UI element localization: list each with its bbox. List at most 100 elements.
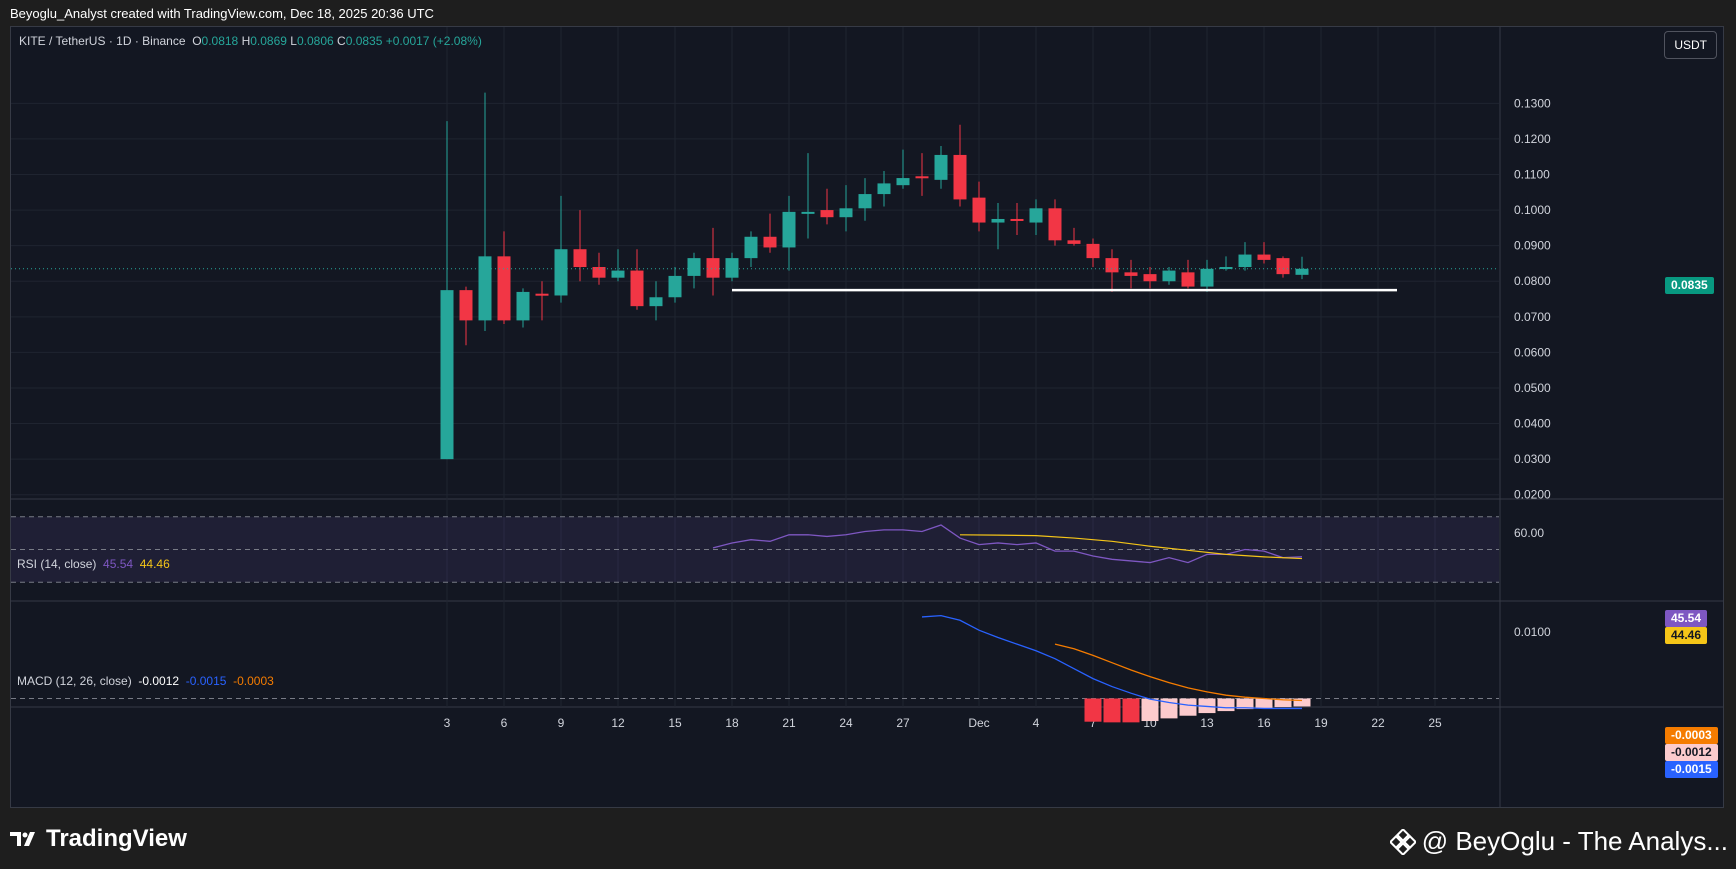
rsi-legend: RSI (14, close) 45.54 44.46: [17, 557, 170, 571]
rsi-ma-line: [959, 534, 1303, 560]
candle-body: [1219, 267, 1233, 270]
candle-body: [649, 297, 663, 307]
candle-body: [1105, 258, 1119, 273]
macd-line: [921, 614, 1302, 710]
time-axis-label: 3: [444, 716, 451, 730]
price-axis-label: 0.1000: [1514, 203, 1551, 217]
tradingview-logo-text: TradingView: [46, 825, 187, 852]
rsi-title[interactable]: RSI (14, close): [17, 557, 97, 571]
price-axis-label: 0.1100: [1514, 168, 1550, 182]
macd-histogram-bar: [1274, 698, 1292, 708]
candle-body: [972, 197, 986, 223]
candle-body: [877, 183, 891, 195]
macd-hist-tag: -0.0012: [1665, 744, 1718, 761]
candle-body: [611, 270, 625, 278]
macd-legend: MACD (12, 26, close) -0.0012 -0.0015 -0.…: [17, 674, 274, 688]
candle-body: [858, 194, 872, 209]
last-price-tag: 0.0835: [1665, 277, 1714, 294]
candle-body: [516, 291, 530, 321]
time-axis-label: 9: [558, 716, 565, 730]
rsi-value: 45.54: [103, 557, 134, 571]
macd-histogram-bar: [1236, 698, 1254, 710]
macd-histogram-bar: [1122, 698, 1140, 723]
high-value: 0.0869: [250, 34, 287, 48]
currency-button[interactable]: USDT: [1664, 31, 1717, 59]
chart-attribution: Beyoglu_Analyst created with TradingView…: [10, 6, 434, 21]
time-axis-label: 4: [1033, 716, 1040, 730]
low-value: 0.0806: [296, 34, 334, 48]
macd-line-value: -0.0015: [185, 674, 227, 688]
candle-body: [573, 249, 587, 268]
candle-body: [592, 267, 606, 278]
macd-histogram-bar: [1084, 698, 1102, 722]
price-axis-label: 0.0500: [1514, 381, 1551, 395]
high-label: H: [241, 34, 251, 48]
candle-body: [1029, 208, 1043, 223]
candle-body: [1143, 274, 1157, 282]
candle-body: [1086, 243, 1100, 259]
macd-hist-value: -0.0012: [138, 674, 180, 688]
chart-panel[interactable]: 0.1300 0.1200 0.1100 0.1000 0.0900 0.0800 0.07…: [10, 26, 1724, 808]
macd-histogram-bar: [1217, 698, 1235, 712]
candle-body: [801, 211, 815, 214]
candle-body: [1048, 208, 1062, 241]
candle-body: [915, 176, 929, 179]
time-axis-label: 15: [668, 716, 682, 730]
candle-body: [1257, 254, 1271, 260]
tradingview-logo[interactable]: TradingView: [10, 825, 187, 853]
candle-body: [1162, 270, 1176, 282]
candle-body: [535, 293, 549, 296]
time-axis-label: 19: [1314, 716, 1328, 730]
rsi-line: [712, 524, 1303, 564]
time-axis-label: 12: [611, 716, 625, 730]
symbol-title[interactable]: KITE / TetherUS · 1D · Binance: [19, 34, 186, 48]
close-label: C: [337, 34, 346, 48]
candle-body: [630, 270, 644, 307]
candle-body: [706, 258, 720, 278]
time-axis-label: 7: [1090, 716, 1097, 730]
candle-body: [497, 256, 511, 321]
candle-body: [839, 208, 853, 218]
candle-body: [820, 210, 834, 218]
macd-histogram-bar: [1103, 698, 1121, 723]
time-axis-label: 24: [839, 716, 853, 730]
time-axis-label: 22: [1371, 716, 1385, 730]
tradingview-logo-icon: [10, 832, 35, 846]
candle-body: [478, 256, 492, 321]
macd-histogram-bar: [1198, 698, 1216, 714]
price-axis-label: 0.0700: [1514, 310, 1551, 324]
time-axis-label: 6: [501, 716, 508, 730]
price-axis-label: 0.0200: [1514, 488, 1551, 502]
candle-body: [687, 258, 701, 276]
price-legend: KITE / TetherUS · 1D · Binance O0.0818 H…: [19, 34, 482, 48]
macd-histogram-bar: [1255, 698, 1273, 709]
candle-body: [1010, 218, 1024, 221]
open-value: 0.0818: [201, 34, 239, 48]
chart-canvas[interactable]: 0.1300 0.1200 0.1100 0.1000 0.0900 0.0800 0.07…: [11, 27, 1723, 807]
macd-axis-label: 0.0100: [1514, 625, 1551, 639]
candle-body: [782, 211, 796, 248]
price-axis-label: 0.0900: [1514, 239, 1551, 253]
author-credit: @ BeyOglu - The Analys...: [1389, 826, 1728, 857]
candle-body: [953, 154, 967, 200]
price-axis-label: 0.1300: [1514, 96, 1551, 110]
price-axis-label: 0.0800: [1514, 274, 1551, 288]
open-label: O: [192, 34, 202, 48]
candle-body: [763, 236, 777, 248]
close-value: 0.0835: [345, 34, 383, 48]
author-credit-text: @ BeyOglu - The Analys...: [1421, 826, 1728, 856]
macd-signal-line: [1054, 643, 1303, 702]
rsi-ma-tag: 44.46: [1665, 627, 1708, 644]
candle-body: [1124, 272, 1138, 276]
macd-histogram-bar: [1141, 698, 1159, 722]
rsi-ma-value: 44.46: [139, 557, 170, 571]
price-axis-label: 0.0400: [1514, 417, 1551, 431]
candle-body: [744, 236, 758, 259]
candle-body: [1067, 240, 1081, 244]
macd-signal-value: -0.0003: [233, 674, 274, 688]
candle-body: [1295, 268, 1309, 275]
binance-icon: [1389, 828, 1416, 855]
time-axis-label: 25: [1428, 716, 1442, 730]
candle-body: [554, 249, 568, 296]
macd-title[interactable]: MACD (12, 26, close): [17, 674, 132, 688]
